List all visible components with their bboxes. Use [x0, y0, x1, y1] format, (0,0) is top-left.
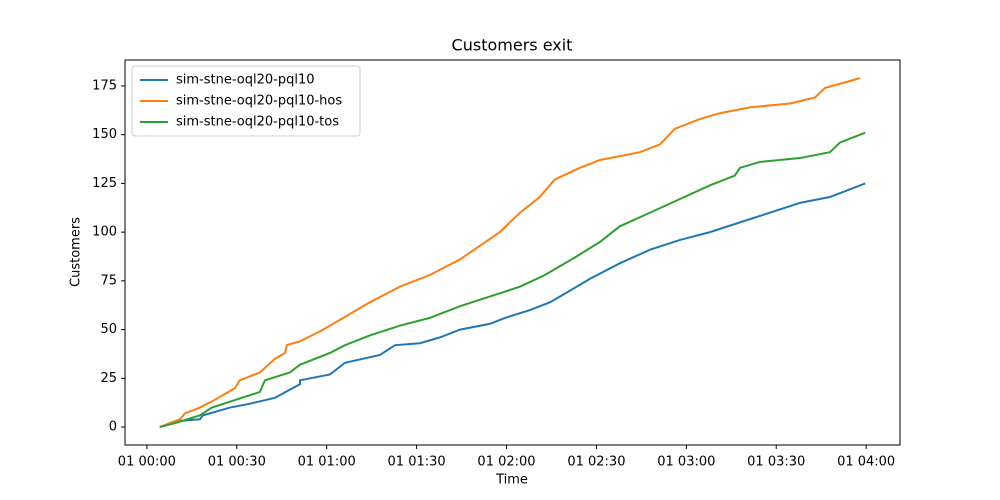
x-axis-label: Time [495, 473, 528, 488]
y-tick-label: 0 [109, 420, 117, 435]
x-tick-label: 01 01:00 [298, 455, 356, 470]
legend-label: sim-stne-oql20-pql10-tos [176, 115, 339, 130]
x-tick-label: 01 00:00 [118, 455, 176, 470]
x-tick-label: 01 01:30 [388, 455, 446, 470]
y-tick-label: 150 [92, 127, 117, 142]
legend-label: sim-stne-oql20-pql10-hos [176, 94, 342, 109]
y-tick-label: 25 [100, 371, 117, 386]
x-tick-label: 01 04:00 [837, 455, 895, 470]
legend-label: sim-stne-oql20-pql10 [176, 73, 315, 88]
series-line [159, 131, 866, 429]
x-tick-label: 01 00:30 [208, 455, 266, 470]
y-tick-label: 75 [100, 273, 117, 288]
legend-box [131, 65, 361, 137]
y-tick-label: 100 [92, 225, 117, 240]
series-line [159, 77, 861, 429]
x-tick-label: 01 03:30 [747, 455, 805, 470]
x-tick-label: 01 03:00 [657, 455, 715, 470]
chart-title: Customers exit [452, 36, 573, 55]
y-tick-label: 50 [100, 322, 117, 337]
x-tick-label: 01 02:30 [567, 455, 625, 470]
series-line [159, 182, 866, 429]
y-tick-label: 125 [92, 176, 117, 191]
y-tick-label: 175 [92, 78, 117, 93]
x-tick-label: 01 02:00 [477, 455, 535, 470]
plot-frame [124, 59, 901, 446]
y-axis-label: Customers [69, 217, 84, 287]
